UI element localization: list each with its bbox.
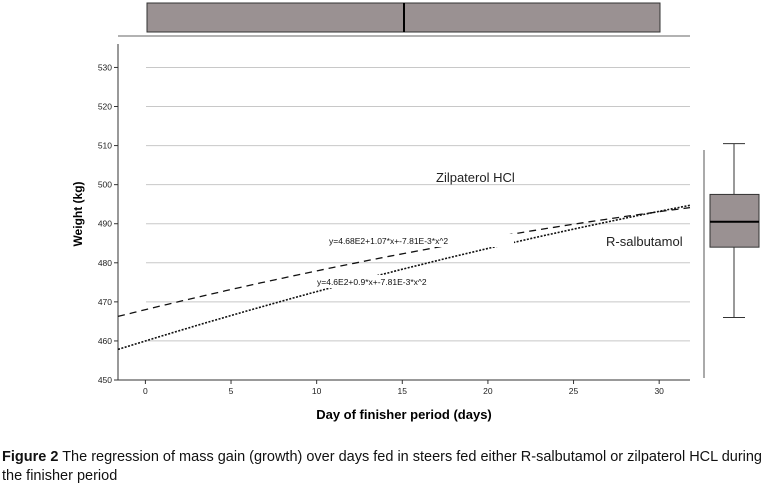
- y-tick-label: 490: [98, 219, 112, 229]
- regression-line-r-salbutamol: [117, 204, 691, 351]
- regression-curves: [117, 204, 691, 351]
- equation-salbutamol: y=4.6E2+0.9*x+-7.81E-3*x^2: [317, 277, 427, 287]
- y-tick-label: 460: [98, 336, 112, 346]
- caption-label: Figure 2: [2, 449, 59, 465]
- y-tick-label: 470: [98, 297, 112, 307]
- y-tick-label: 520: [98, 102, 112, 112]
- x-tick-label: 5: [229, 386, 234, 396]
- x-tick-labels: 0 5 10 15 20 25 30: [143, 380, 664, 396]
- y-tick-label: 530: [98, 62, 112, 72]
- x-tick-label: 10: [312, 386, 322, 396]
- x-axis-label: Day of finisher period (days): [316, 407, 492, 422]
- series-label-zilpaterol: Zilpaterol HCl: [436, 170, 515, 185]
- equation-zilpaterol: y=4.68E2+1.07*x+-7.81E-3*x^2: [329, 236, 448, 246]
- caption-text: The regression of mass gain (growth) ove…: [2, 449, 762, 484]
- top-marginal-boxplot: [118, 2, 690, 37]
- x-tick-label: 0: [143, 386, 148, 396]
- y-tick-label: 450: [98, 375, 112, 385]
- y-tick-label: 500: [98, 180, 112, 190]
- right-marginal-boxplot: [703, 143, 760, 378]
- x-tick-label: 25: [569, 386, 579, 396]
- gridlines: [146, 66, 690, 342]
- equation-bg-zilpaterol: [327, 234, 514, 247]
- x-tick-label: 20: [483, 386, 493, 396]
- regression-line-zilpaterol-hcl: [117, 206, 691, 318]
- figure-caption: Figure 2 The regression of mass gain (gr…: [2, 448, 772, 486]
- series-label-salbutamol: R-salbutamol: [606, 234, 683, 249]
- equation-bg-salbutamol: [315, 275, 479, 288]
- y-tick-labels: 450 460 470 480 490 500 510 520 530: [98, 62, 118, 385]
- x-tick-label: 15: [398, 386, 408, 396]
- y-tick-label: 480: [98, 258, 112, 268]
- y-axis-label: Weight (kg): [71, 181, 85, 246]
- x-tick-label: 30: [654, 386, 664, 396]
- y-tick-label: 510: [98, 141, 112, 151]
